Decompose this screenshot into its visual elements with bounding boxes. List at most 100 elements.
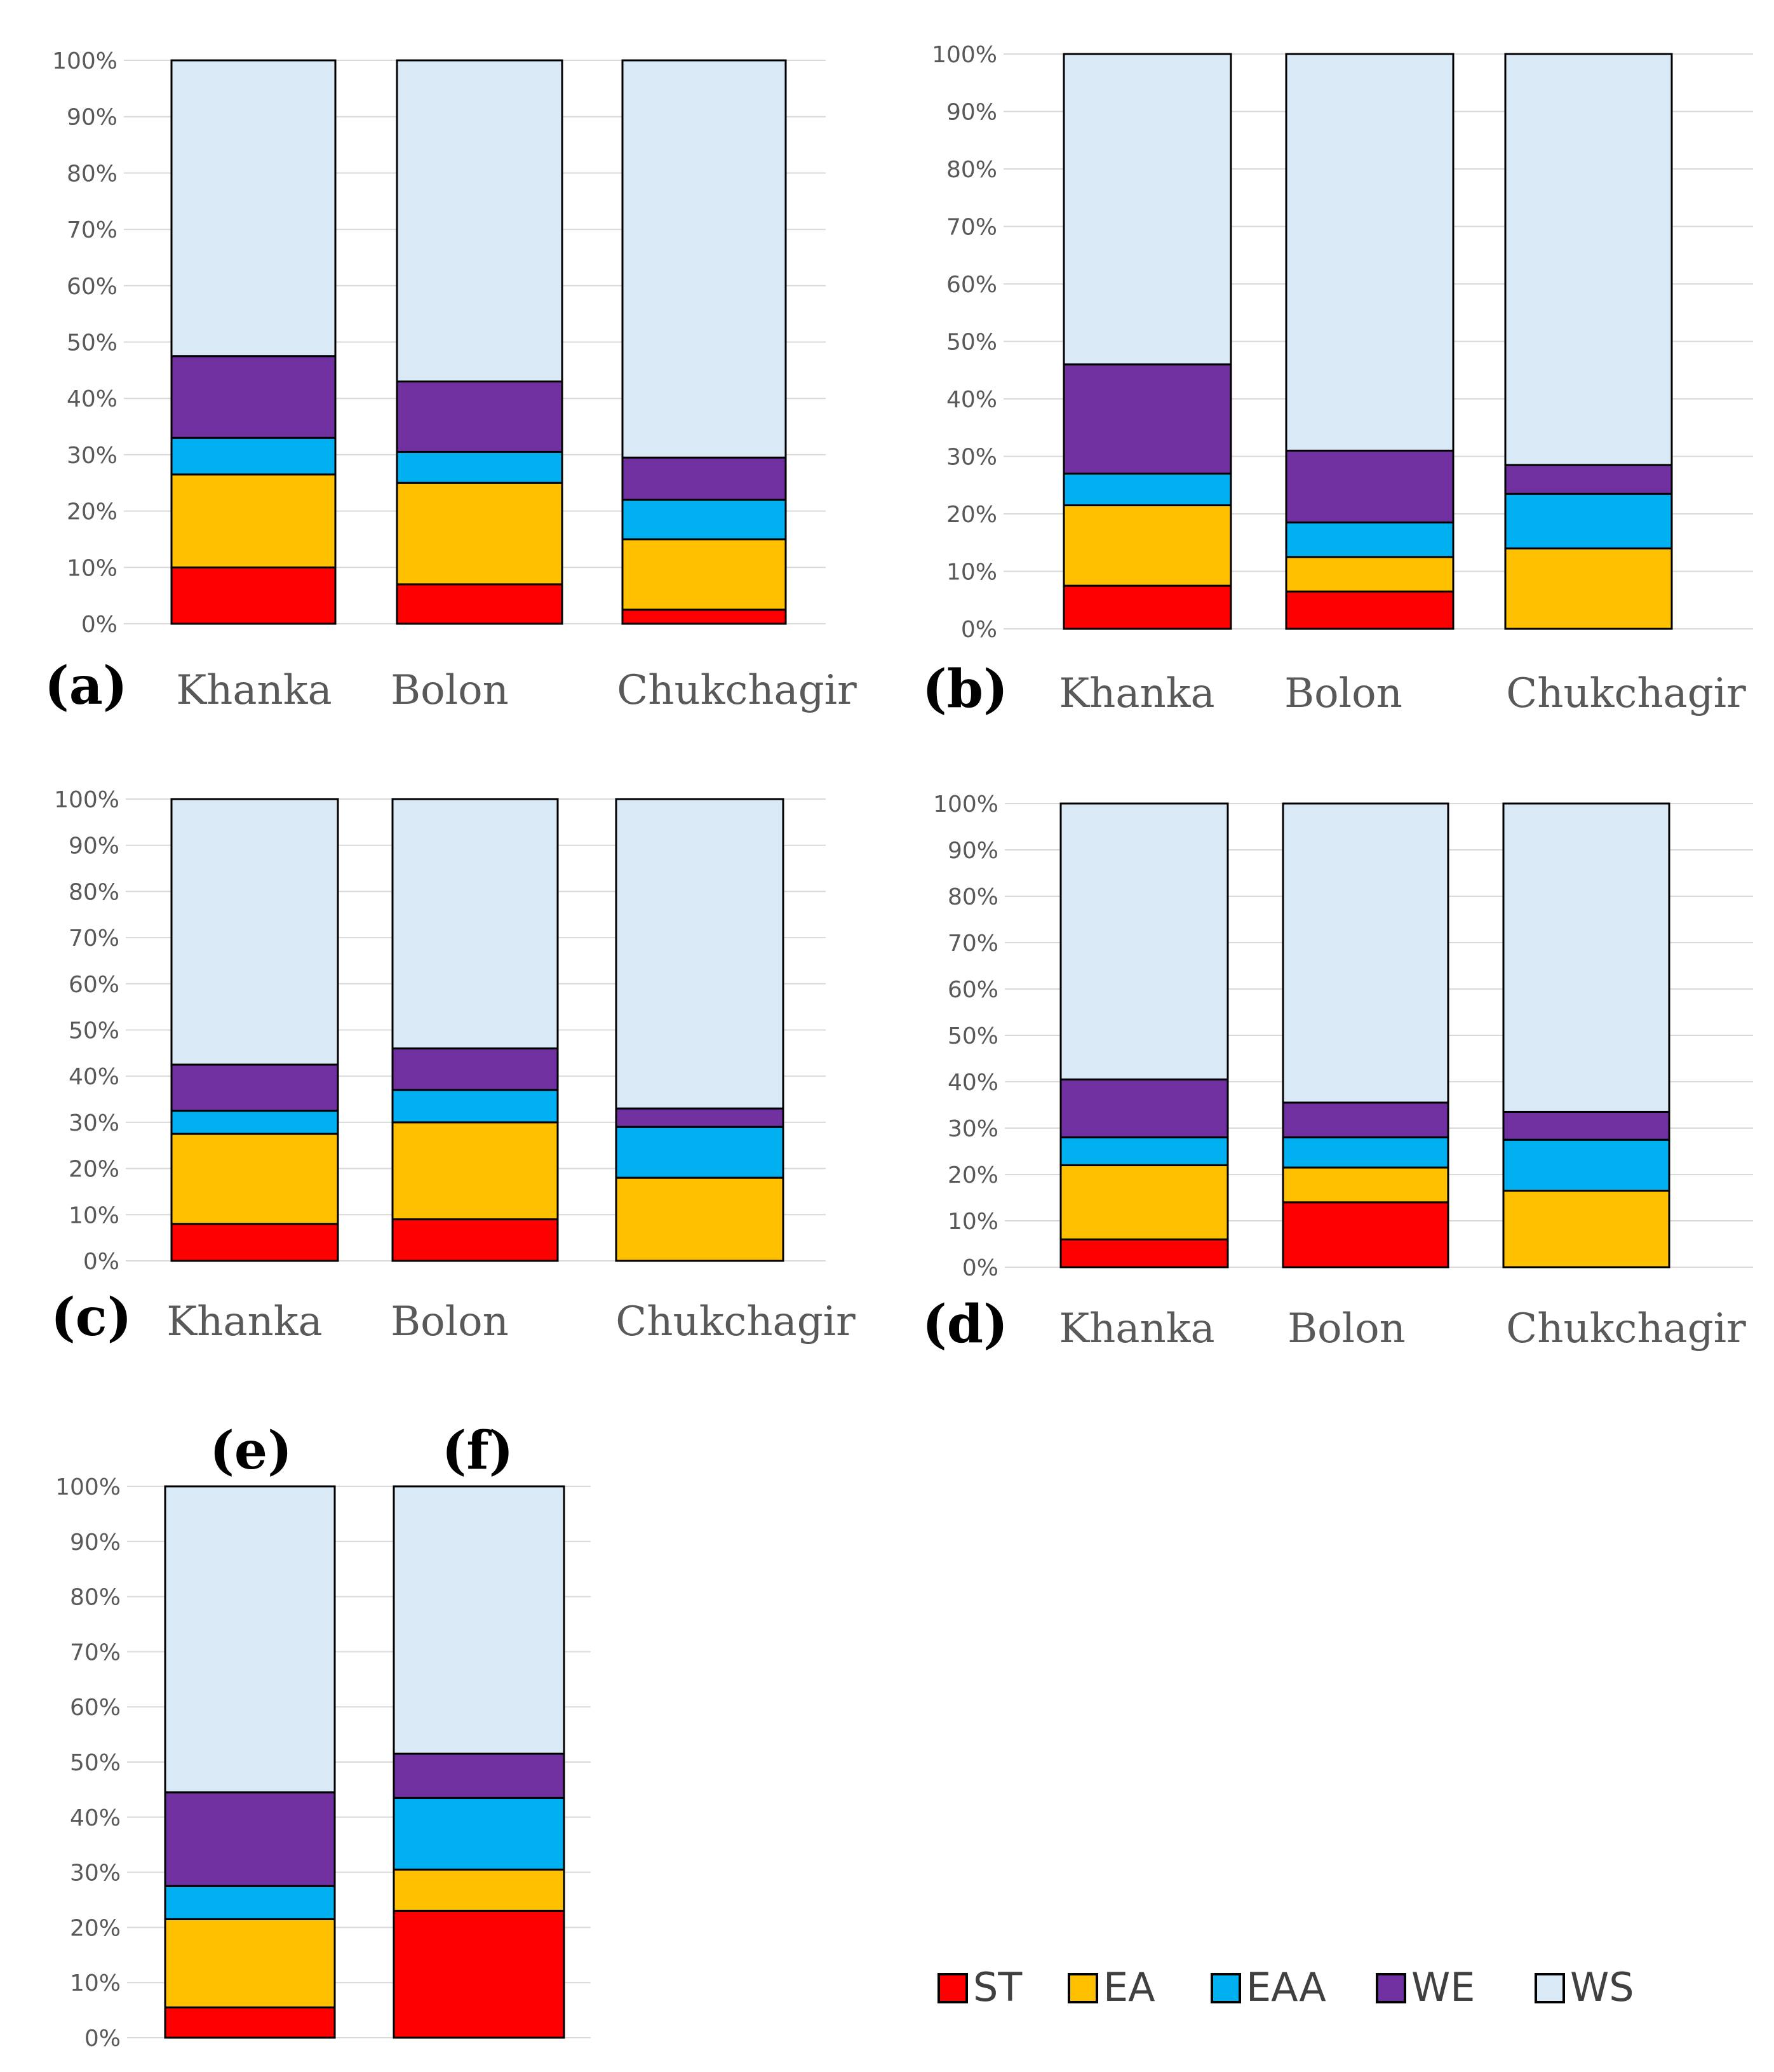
y-tick-label: 70% [948,931,998,957]
y-tick-label: 20% [69,1157,119,1183]
bar-segment-st [170,1223,339,1262]
category-label: Bolon [391,1298,509,1345]
y-tick-label: 90% [67,105,118,131]
bar-segment-ea [1282,1166,1449,1204]
category-label: Khanka [166,1298,322,1345]
bar-segment-eaa [393,1796,565,1871]
bar-segment-ws [1282,802,1449,1104]
bar-segment-ws [396,59,563,383]
category-label: Chukchagir [617,667,857,714]
legend-swatch-ws [1535,1973,1565,2003]
bar-segment-ea [391,1121,559,1221]
y-tick-label: 70% [69,925,119,952]
category-label: Khanka [1059,1305,1214,1352]
category-label: Chukchagir [1506,1305,1746,1352]
bar-segment-ws [170,59,337,358]
bar-segment-ea [170,473,337,568]
bar-segment-eaa [1063,473,1232,506]
bar-segment-eaa [615,1126,784,1179]
chart-panel: 0% 10% 20% 30% 40% 50% 60% 70% 80% 90% 100% Khanka B… [44,48,857,716]
bar-segment-st [1059,1238,1229,1268]
y-tick-label: 0% [83,1249,119,1275]
y-tick-label: 50% [67,330,118,356]
bar-segment-we [1285,449,1455,524]
bar-segment-we [1059,1078,1229,1139]
panel-label: (f) [442,1420,514,1481]
y-tick-label: 10% [70,1970,121,1996]
bar-segment-eaa [621,499,787,541]
bar-segment-eaa [1282,1136,1449,1169]
y-tick-label: 100% [55,1474,121,1500]
bar-segment-st [393,1909,565,2039]
bar-segment-we [1063,363,1232,475]
panel-label: (d) [922,1294,1008,1355]
bar-segment-eaa [396,450,563,484]
bar-segment-eaa [170,1110,339,1135]
bar-segment-ea [164,1918,336,2008]
y-tick-label: 40% [946,387,997,413]
y-tick-label: 80% [946,157,997,183]
y-tick-label: 10% [69,1202,119,1228]
bar-segment-ea [1504,547,1673,630]
y-tick-label: 90% [946,100,997,126]
y-tick-label: 60% [948,977,998,1003]
bar-segment-ws [1285,53,1455,452]
y-tick-label: 30% [948,1116,998,1142]
y-tick-label: 30% [70,1860,121,1887]
y-tick-label: 40% [67,386,118,412]
category-label: Khanka [1059,670,1214,717]
chart-panel: 0% 10% 20% 30% 40% 50% 60% 70% 80% 90% 100% Khanka B… [922,791,1753,1355]
bar-segment-we [396,380,563,453]
bar-segment-we [615,1107,784,1128]
y-tick-label: 0% [962,1255,998,1281]
bar-segment-ws [1059,802,1229,1080]
bar-segment-eaa [164,1885,336,1920]
category-label: Bolon [1284,670,1402,717]
bar-segment-eaa [1504,492,1673,549]
bar-segment-st [391,1218,559,1262]
bar-segment-we [164,1791,336,1887]
y-tick-label: 80% [948,884,998,910]
legend-swatch-st [937,1973,968,2003]
bar-segment-ea [170,1133,339,1225]
bar-segment-eaa [170,436,337,476]
bar-segment-we [1502,1110,1670,1141]
y-tick-label: 90% [948,838,998,864]
y-tick-label: 70% [70,1639,121,1665]
legend-swatch-eaa [1211,1973,1241,2003]
legend-label: EA [1103,1964,1155,2010]
bar-segment-we [170,355,337,439]
bar-segment-ws [170,798,339,1066]
y-tick-label: 0% [961,617,997,643]
bar-segment-ws [621,59,787,459]
bar-segment-ea [1285,556,1455,593]
panel-label: (b) [922,659,1008,720]
bar-segment-ea [1059,1164,1229,1241]
y-tick-label: 20% [70,1915,121,1941]
y-tick-label: 80% [67,161,118,187]
bar-segment-ea [615,1176,784,1262]
y-tick-label: 100% [932,42,997,68]
y-tick-label: 70% [946,215,997,241]
y-tick-label: 100% [933,791,998,817]
bar-segment-ws [164,1485,336,1794]
y-tick-label: 10% [67,555,118,581]
y-tick-label: 20% [948,1162,998,1188]
bar-segment-eaa [391,1089,559,1124]
y-tick-label: 10% [946,560,997,586]
bar-segment-ws [393,1485,565,1755]
bar-segment-ws [391,798,559,1050]
bar-segment-ea [1063,504,1232,587]
panel-label: (a) [44,656,128,716]
y-tick-label: 30% [69,1110,119,1136]
y-tick-label: 20% [946,502,997,528]
bar-segment-we [621,456,787,501]
y-tick-label: 50% [946,330,997,356]
bar-segment-eaa [1285,521,1455,558]
y-tick-label: 20% [67,499,118,525]
y-tick-label: 60% [70,1695,121,1721]
bar-segment-ws [1504,53,1673,466]
y-tick-label: 80% [70,1585,121,1611]
bar-segment-eaa [1059,1136,1229,1166]
